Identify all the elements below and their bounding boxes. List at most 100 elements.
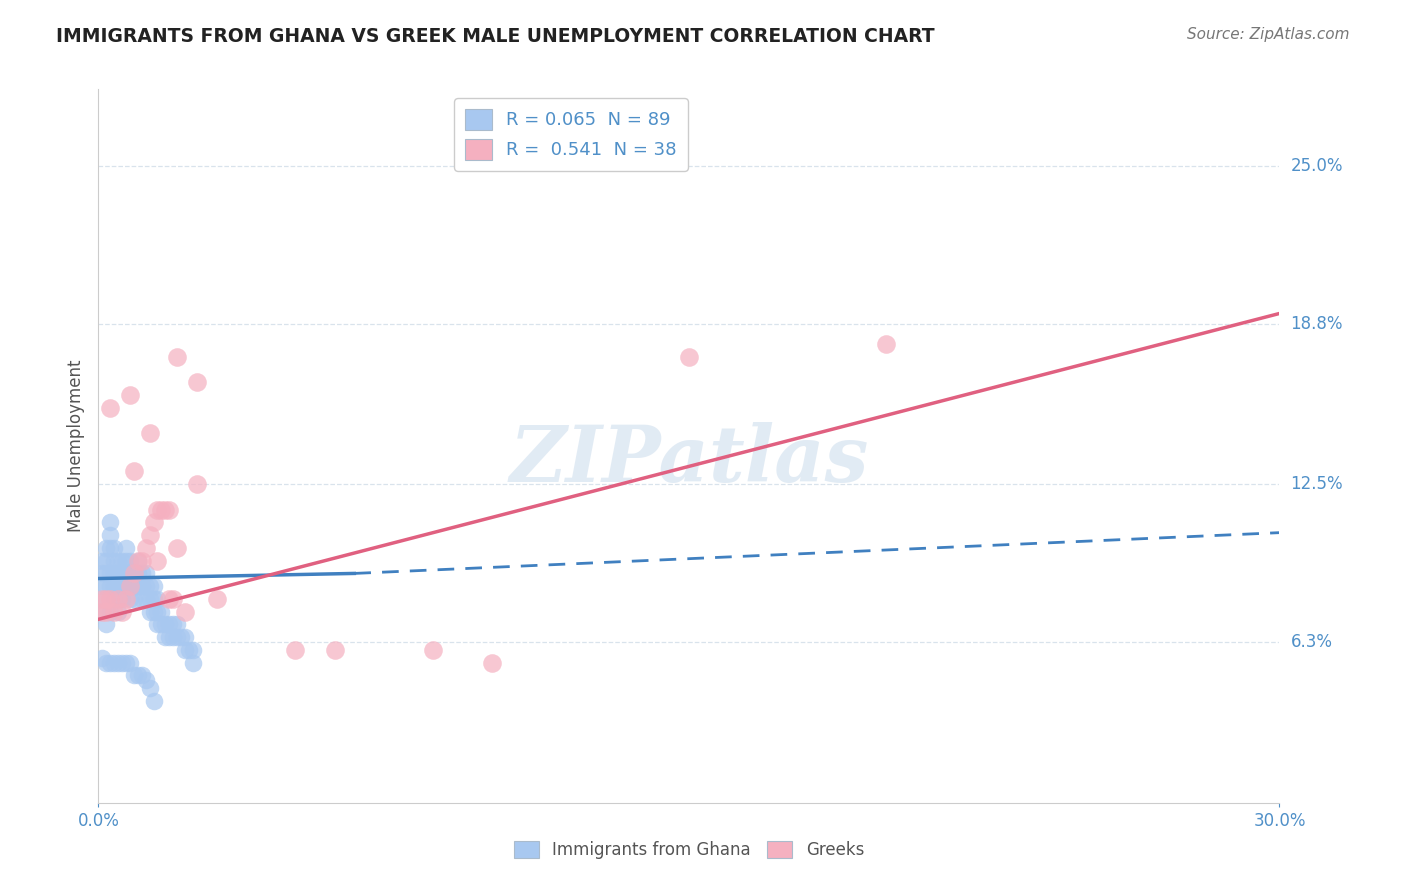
Point [131,668,153,682]
Point [107,591,129,606]
Text: Source: ZipAtlas.com: Source: ZipAtlas.com [1187,27,1350,42]
Point [127,668,149,682]
Point [205,591,228,606]
Text: ZIPatlas: ZIPatlas [509,422,869,499]
Point [166,541,188,555]
Point [96,554,118,568]
Point [135,591,157,606]
Point [103,541,125,555]
Y-axis label: Male Unemployment: Male Unemployment [66,359,84,533]
Point [91,650,114,665]
Point [91,579,114,593]
Point [118,656,141,670]
Point [146,617,169,632]
Point [96,605,118,619]
Point [146,605,169,619]
Point [138,681,160,695]
Point [91,591,114,606]
Point [115,554,138,568]
Point [142,605,165,619]
Point [131,566,153,581]
Point [111,566,134,581]
Point [91,566,114,581]
Point [96,566,118,581]
Point [166,350,188,364]
Point [107,566,129,581]
Point [174,630,197,644]
Point [98,656,121,670]
Point [98,566,121,581]
Point [142,516,165,530]
Point [107,605,129,619]
Point [122,566,145,581]
Point [111,656,134,670]
Point [103,566,125,581]
Point [98,401,121,415]
Point [166,630,188,644]
Point [127,554,149,568]
Point [138,528,160,542]
Point [146,502,169,516]
Point [162,617,184,632]
Point [150,605,173,619]
Point [122,566,145,581]
Point [118,554,141,568]
Point [111,591,134,606]
Point [115,579,138,593]
Point [96,541,118,555]
Legend: Immigrants from Ghana, Greeks: Immigrants from Ghana, Greeks [508,834,870,866]
Point [131,591,153,606]
Point [91,605,114,619]
Text: 12.5%: 12.5% [1291,475,1343,493]
Point [146,554,169,568]
Point [155,617,177,632]
Point [103,591,125,606]
Point [157,630,180,644]
Point [155,502,177,516]
Point [103,605,125,619]
Point [115,591,138,606]
Point [138,605,160,619]
Point [142,694,165,708]
Point [146,591,169,606]
Point [150,617,173,632]
Point [98,579,121,593]
Point [131,554,153,568]
Point [111,605,134,619]
Point [115,656,138,670]
Point [162,591,184,606]
Point [115,541,138,555]
Point [138,591,160,606]
Point [186,477,208,491]
Text: 25.0%: 25.0% [1291,157,1343,175]
Point [127,566,149,581]
Point [122,465,145,479]
Point [107,591,129,606]
Point [118,579,141,593]
Point [155,630,177,644]
Point [103,579,125,593]
Point [96,591,118,606]
Point [111,554,134,568]
Text: IMMIGRANTS FROM GHANA VS GREEK MALE UNEMPLOYMENT CORRELATION CHART: IMMIGRANTS FROM GHANA VS GREEK MALE UNEM… [56,27,935,45]
Point [422,643,444,657]
Point [142,579,165,593]
Point [157,617,180,632]
Point [135,673,157,688]
Point [118,388,141,402]
Point [96,579,118,593]
Point [174,605,197,619]
Point [181,656,204,670]
Point [135,566,157,581]
Point [118,566,141,581]
Point [162,630,184,644]
Point [284,643,307,657]
Point [170,630,193,644]
Point [142,591,165,606]
Point [135,579,157,593]
Point [166,617,188,632]
Point [96,656,118,670]
Point [107,554,129,568]
Point [157,502,180,516]
Point [98,528,121,542]
